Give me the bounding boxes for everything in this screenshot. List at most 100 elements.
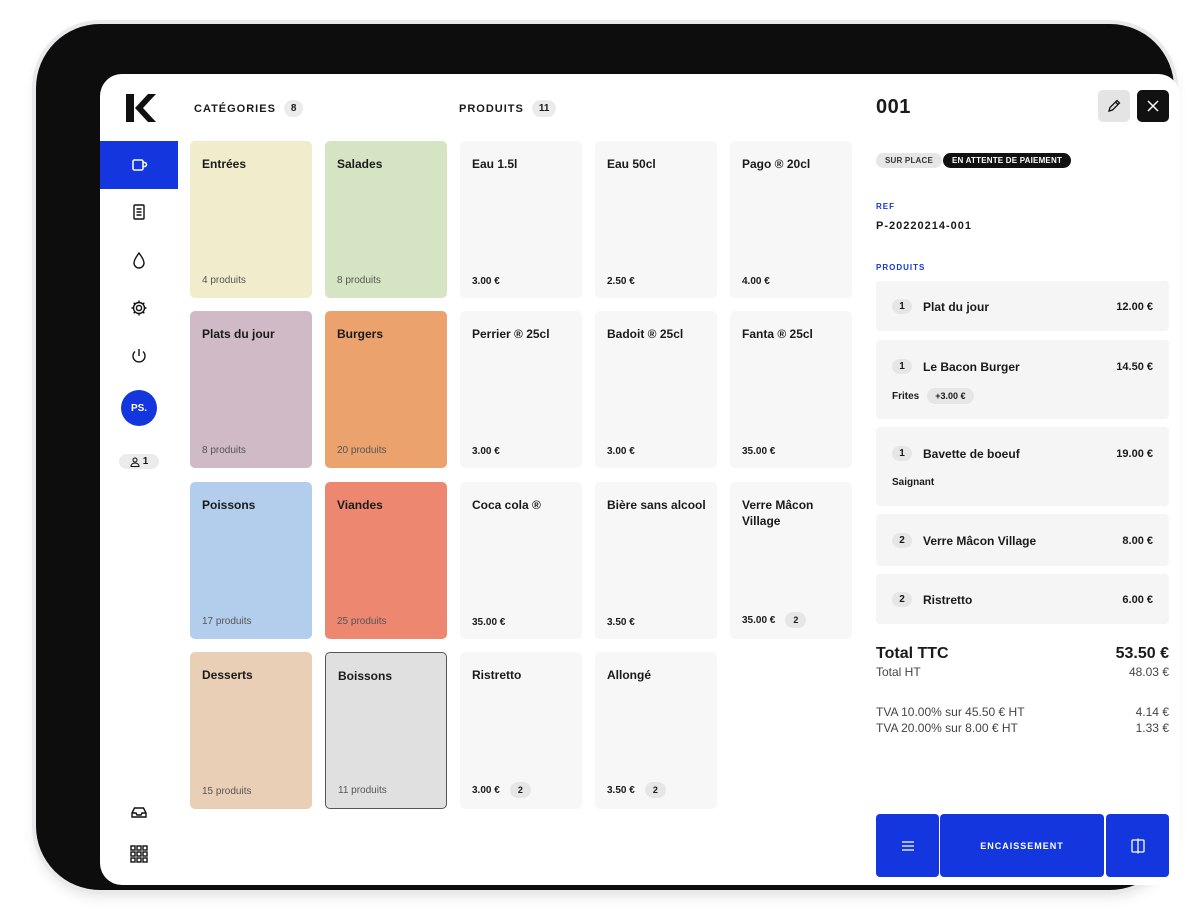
split-bill-button[interactable] (1106, 814, 1169, 877)
tva-row: TVA 10.00% sur 45.50 € HT 4.14 € (876, 705, 1169, 719)
line-name: Verre Mâcon Village (923, 534, 1037, 548)
ref-label: REF (876, 202, 895, 211)
category-count: 25 produits (337, 616, 387, 627)
product-price: 3.50 € (607, 617, 635, 628)
category-card-plats-du-jour[interactable]: Plats du jour 8 produits (190, 311, 312, 468)
line-option: Saignant (892, 477, 935, 488)
product-qty-badge: 2 (509, 782, 531, 798)
category-card-desserts[interactable]: Desserts 15 produits (190, 652, 312, 809)
product-name: Badoit ® 25cl (607, 327, 684, 341)
category-card-salades[interactable]: Salades 8 produits (325, 141, 447, 298)
category-card-poissons[interactable]: Poissons 17 produits (190, 482, 312, 639)
product-name: Pago ® 20cl (742, 157, 811, 171)
product-card[interactable]: Perrier ® 25cl 3.00 € (460, 311, 582, 468)
nav-item-apps[interactable] (100, 830, 178, 878)
category-name: Entrées (202, 157, 247, 171)
category-name: Poissons (202, 498, 256, 512)
product-card[interactable]: Eau 50cl 2.50 € (595, 141, 717, 298)
order-line[interactable]: 1 Bavette de boeuf 19.00 € Saignant (876, 427, 1169, 506)
avatar[interactable]: PS. (121, 390, 157, 426)
product-name: Allongé (607, 668, 651, 682)
product-card[interactable]: Ristretto 3.00 € 2 (460, 652, 582, 809)
product-card[interactable]: Bière sans alcool 3.50 € (595, 482, 717, 639)
category-count: 17 produits (202, 616, 252, 627)
category-card-viandes[interactable]: Viandes 25 produits (325, 482, 447, 639)
product-card[interactable]: Badoit ® 25cl 3.00 € (595, 311, 717, 468)
category-card-boissons-selected[interactable]: Boissons 11 produits (325, 652, 447, 809)
edit-order-button[interactable] (1098, 90, 1130, 122)
product-card[interactable]: Coca cola ® 35.00 € (460, 482, 582, 639)
product-name: Fanta ® 25cl (742, 327, 813, 341)
total-ht-row: Total HT 48.03 € (876, 665, 1169, 679)
tva-label: TVA 20.00% sur 8.00 € HT (876, 721, 1018, 735)
product-price: 3.50 € (607, 784, 635, 796)
product-price: 2.50 € (607, 276, 635, 287)
categories-count: 8 (283, 100, 304, 117)
product-card[interactable]: Allongé 3.50 € 2 (595, 652, 717, 809)
line-price: 6.00 € (1122, 594, 1153, 606)
order-line[interactable]: 1 Le Bacon Burger 14.50 € Frites +3.00 € (876, 340, 1169, 419)
order-products-label: PRODUITS (876, 263, 926, 272)
line-qty: 1 (892, 446, 912, 461)
nav-item-logout[interactable] (100, 332, 178, 380)
menu-button[interactable] (876, 814, 939, 877)
tva-row: TVA 20.00% sur 8.00 € HT 1.33 € (876, 721, 1169, 735)
product-card[interactable]: Eau 1.5l 3.00 € (460, 141, 582, 298)
product-name: Eau 1.5l (472, 157, 518, 171)
product-card[interactable]: Fanta ® 25cl 35.00 € (730, 311, 852, 468)
product-name: Perrier ® 25cl (472, 327, 550, 341)
category-count: 20 produits (337, 445, 387, 456)
product-price: 35.00 € (472, 617, 506, 628)
products-header: PRODUITS 11 (459, 100, 557, 117)
nav-item-documents[interactable] (100, 188, 178, 236)
checkout-button[interactable]: ENCAISSEMENT (940, 814, 1104, 877)
document-icon (133, 204, 145, 220)
line-qty: 1 (892, 299, 912, 314)
line-qty: 2 (892, 592, 912, 607)
user-count-badge[interactable]: 1 (119, 454, 159, 469)
order-line[interactable]: 2 Verre Mâcon Village 8.00 € (876, 514, 1169, 566)
product-price: 3.00 € (472, 446, 500, 457)
category-card-burgers[interactable]: Burgers 20 produits (325, 311, 447, 468)
product-card[interactable]: Verre Mâcon Village 35.00 € 2 (730, 482, 852, 639)
total-ttc-value: 53.50 € (1115, 645, 1169, 662)
tva-label: TVA 10.00% sur 45.50 € HT (876, 705, 1025, 719)
product-price: 4.00 € (742, 276, 770, 287)
product-price: 3.00 € (472, 784, 500, 796)
service-mode-tag: SUR PLACE (876, 153, 943, 168)
product-price: 3.00 € (472, 276, 500, 287)
nav-item-drop[interactable] (100, 236, 178, 284)
tva-value: 4.14 € (1135, 705, 1169, 719)
category-name: Plats du jour (202, 327, 275, 341)
tablet-frame: PS. 1 CATÉGORIES 8 PRODUITS 11 Entrées 4… (36, 24, 1180, 890)
category-name: Burgers (337, 327, 384, 341)
line-qty: 2 (892, 533, 912, 548)
category-count: 8 produits (337, 275, 381, 286)
close-icon (1147, 100, 1159, 112)
app-screen: PS. 1 CATÉGORIES 8 PRODUITS 11 Entrées 4… (100, 74, 1180, 885)
category-card-entrees[interactable]: Entrées 4 produits (190, 141, 312, 298)
total-ht-value: 48.03 € (1128, 665, 1169, 679)
product-card[interactable]: Pago ® 20cl 4.00 € (730, 141, 852, 298)
menu-icon (901, 840, 914, 851)
close-order-button[interactable] (1137, 90, 1169, 122)
category-count: 15 produits (202, 786, 252, 797)
power-icon (132, 349, 146, 363)
category-count: 4 produits (202, 275, 246, 286)
line-name: Bavette de boeuf (923, 447, 1020, 461)
products-title: PRODUITS (459, 102, 524, 115)
nav-item-settings[interactable] (100, 284, 178, 332)
category-name: Boissons (338, 669, 393, 683)
order-line[interactable]: 1 Plat du jour 12.00 € (876, 281, 1169, 331)
product-qty-badge: 2 (785, 612, 807, 628)
order-line[interactable]: 2 Ristretto 6.00 € (876, 574, 1169, 624)
product-price: 35.00 € (742, 614, 776, 626)
total-ht-label: Total HT (876, 665, 921, 679)
gear-icon (131, 300, 147, 316)
nav-item-orders[interactable] (100, 141, 178, 189)
cup-icon (132, 159, 148, 171)
user-count: 1 (142, 456, 149, 467)
product-qty-badge: 2 (644, 782, 666, 798)
category-name: Viandes (337, 498, 383, 512)
nav-item-inbox[interactable] (100, 788, 178, 836)
